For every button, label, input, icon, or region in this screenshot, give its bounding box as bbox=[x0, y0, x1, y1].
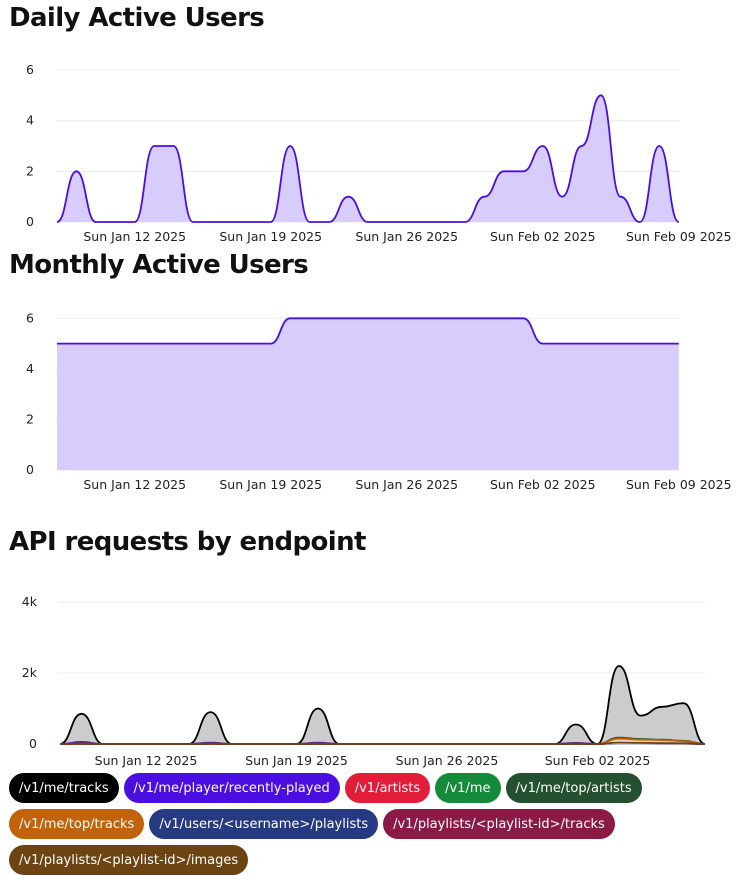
series-area bbox=[57, 318, 679, 470]
daily-active-users-chart: 0 2 4 6 Sun Jan 12 2025 Sun Jan 19 2025 Sun Ja… bbox=[26, 62, 732, 244]
legend-item-label: /v1/me/top/tracks bbox=[19, 816, 135, 832]
legend-item-label: /v1/users/<username>/playlists bbox=[159, 816, 369, 832]
legend-item[interactable]: /v1/me/player/recently-played bbox=[123, 773, 340, 803]
x-tick-label: Sun Jan 19 2025 bbox=[219, 229, 322, 244]
y-tick-label: 2 bbox=[26, 163, 34, 178]
legend-item-label: /v1/playlists/<playlist-id>/images bbox=[19, 852, 239, 868]
y-tick-label: 0 bbox=[26, 214, 34, 229]
x-tick-label: Sun Feb 02 2025 bbox=[545, 753, 651, 768]
x-tick-label: Sun Jan 12 2025 bbox=[83, 229, 186, 244]
endpoint-legend: /v1/me/tracks/v1/me/player/recently-play… bbox=[9, 773, 735, 875]
legend-item[interactable]: /v1/me/top/tracks bbox=[9, 809, 145, 839]
series-line bbox=[56, 94, 680, 223]
legend-item[interactable]: /v1/me/top/artists bbox=[505, 773, 642, 803]
y-tick-label: 4k bbox=[22, 594, 38, 609]
series-line bbox=[57, 317, 679, 345]
legend-item[interactable]: /v1/users/<username>/playlists bbox=[149, 809, 379, 839]
legend-item-label: /v1/playlists/<playlist-id>/tracks bbox=[393, 816, 605, 832]
y-tick-label: 6 bbox=[26, 310, 34, 325]
legend-item-label: /v1/artists bbox=[354, 780, 421, 796]
y-tick-label: 2k bbox=[22, 665, 38, 680]
y-tick-label: 6 bbox=[26, 62, 34, 77]
series-area bbox=[57, 95, 679, 222]
y-tick-label: 4 bbox=[26, 113, 34, 128]
api-requests-title: API requests by endpoint bbox=[9, 527, 366, 557]
x-tick-label: Sun Feb 09 2025 bbox=[626, 229, 732, 244]
x-tick-label: Sun Jan 19 2025 bbox=[219, 477, 322, 492]
y-tick-label: 0 bbox=[29, 736, 37, 751]
x-tick-label: Sun Jan 26 2025 bbox=[355, 229, 458, 244]
legend-item[interactable]: /v1/me bbox=[435, 773, 501, 803]
daily-active-users-title: Daily Active Users bbox=[9, 3, 265, 33]
x-tick-label: Sun Feb 02 2025 bbox=[490, 477, 596, 492]
legend-item-label: /v1/me/player/recently-played bbox=[133, 780, 330, 796]
y-tick-label: 2 bbox=[26, 411, 34, 426]
x-tick-label: Sun Jan 19 2025 bbox=[245, 753, 348, 768]
monthly-active-users-chart: 0 2 4 6 Sun Jan 12 2025 Sun Jan 19 2025 Sun Ja… bbox=[26, 310, 732, 492]
series-8-area bbox=[60, 742, 705, 744]
x-tick-label: Sun Jan 12 2025 bbox=[83, 477, 186, 492]
x-tick-label: Sun Feb 09 2025 bbox=[626, 477, 732, 492]
legend-item-label: /v1/me/tracks bbox=[19, 780, 109, 796]
monthly-active-users-title: Monthly Active Users bbox=[9, 250, 309, 280]
api-requests-chart: 0 2k 4k Sun Jan 12 2025 Sun Jan 19 2025 Sun J… bbox=[22, 594, 706, 768]
legend-item[interactable]: /v1/playlists/<playlist-id>/tracks bbox=[383, 809, 615, 839]
series-8-line bbox=[59, 741, 706, 745]
x-tick-label: Sun Feb 02 2025 bbox=[490, 229, 596, 244]
x-tick-label: Sun Jan 26 2025 bbox=[355, 477, 458, 492]
series-0-area bbox=[60, 666, 705, 744]
x-tick-label: Sun Jan 26 2025 bbox=[396, 753, 499, 768]
legend-item[interactable]: /v1/playlists/<playlist-id>/images bbox=[9, 845, 249, 875]
legend-item-label: /v1/me/top/artists bbox=[515, 780, 632, 796]
y-tick-label: 0 bbox=[26, 462, 34, 477]
x-tick-label: Sun Jan 12 2025 bbox=[95, 753, 198, 768]
y-tick-label: 4 bbox=[26, 361, 34, 376]
legend-item[interactable]: /v1/artists bbox=[344, 773, 431, 803]
legend-item[interactable]: /v1/me/tracks bbox=[9, 773, 119, 803]
legend-item-label: /v1/me bbox=[445, 780, 491, 796]
